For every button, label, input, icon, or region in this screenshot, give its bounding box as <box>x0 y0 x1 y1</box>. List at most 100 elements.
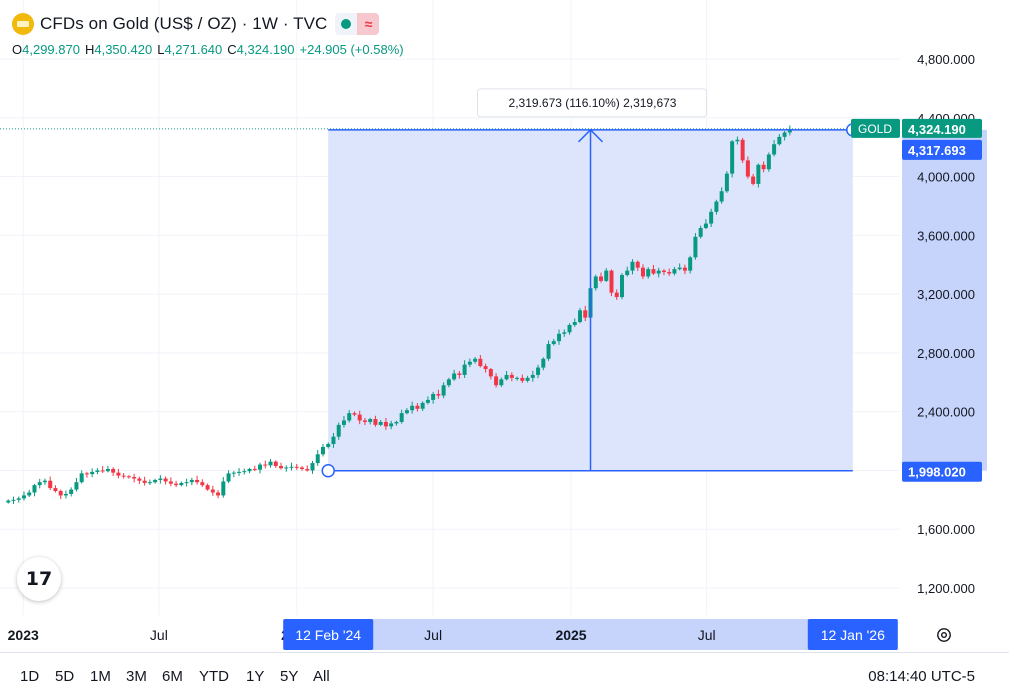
candle-body <box>483 366 488 370</box>
candle-body <box>745 160 750 177</box>
clock-timezone[interactable]: 08:14:40 UTC-5 <box>868 668 975 685</box>
candle-body <box>352 413 357 415</box>
candle-body <box>399 413 404 422</box>
candle-body <box>787 128 792 133</box>
candle-body <box>84 473 89 475</box>
candle-body <box>226 473 231 482</box>
price-tick-label: 4,000.000 <box>917 170 975 185</box>
range-5d-button[interactable]: 5D <box>55 668 75 685</box>
candle-body <box>116 472 121 476</box>
candle-body <box>6 500 11 503</box>
candle-body <box>126 476 131 478</box>
measure-start-handle <box>321 463 335 478</box>
candle-body <box>431 394 436 400</box>
symbol-title[interactable]: CFDs on Gold (US$ / OZ) · 1W · TVC <box>40 14 328 33</box>
price-tick-label: 1,200.000 <box>917 581 975 596</box>
price-chart[interactable]: 1,200.0001,600.0002,000.0002,400.0002,80… <box>0 0 1009 652</box>
series-label-gold: GOLD <box>851 118 900 138</box>
candle-body <box>95 470 100 472</box>
measure-end-price-label: 4,317.693 <box>908 143 966 158</box>
candle-body <box>252 468 257 470</box>
candle-body <box>488 369 493 377</box>
market-status[interactable]: ≈ <box>335 13 380 35</box>
candle-body <box>16 498 21 500</box>
candle-body <box>751 176 756 184</box>
candle-body <box>132 477 137 479</box>
candle-body <box>268 461 273 466</box>
candle-body <box>782 132 787 137</box>
candle-body <box>625 270 630 276</box>
candle-body <box>572 322 577 325</box>
candle-body <box>515 377 520 379</box>
candle-body <box>551 341 556 345</box>
candle-body <box>394 421 399 424</box>
candle-body <box>546 344 551 359</box>
range-1m-button[interactable]: 1M <box>90 668 111 685</box>
candle-body <box>58 491 63 496</box>
settings-gear-icon[interactable] <box>935 626 953 644</box>
candle-body <box>478 358 483 367</box>
wave-icon: ≈ <box>357 13 380 35</box>
candle-body <box>48 480 53 489</box>
candle-body <box>703 223 708 228</box>
candle-body <box>462 364 467 375</box>
candle-body <box>530 374 535 378</box>
candle-body <box>289 466 294 468</box>
candle-body <box>279 466 284 469</box>
measure-end-date-badge: 12 Jan '26 <box>807 619 898 650</box>
candle-body <box>777 136 782 145</box>
candle-body <box>761 164 766 170</box>
measure-end-price-badge: 4,317.693 <box>902 139 982 160</box>
candle-body <box>509 374 514 378</box>
candle-body <box>688 257 693 271</box>
candle-body <box>698 227 703 237</box>
candle-body <box>195 479 200 483</box>
candle-body <box>247 468 252 472</box>
candle-body <box>593 276 598 289</box>
price-tick-label: 3,600.000 <box>917 228 975 243</box>
candle-body <box>756 164 761 184</box>
low-label: L <box>157 42 165 57</box>
candle-body <box>441 385 446 396</box>
candle-body <box>640 267 645 277</box>
candle-body <box>11 499 16 501</box>
measure-tooltip: 2,319.673 (116.10%) 2,319,673 <box>477 88 708 118</box>
range-all-button[interactable]: All <box>313 668 330 685</box>
candle-body <box>520 377 525 381</box>
range-ytd-button[interactable]: YTD <box>199 668 229 685</box>
tradingview-logo[interactable]: 17 <box>17 557 61 601</box>
range-1d-button[interactable]: 1D <box>20 668 40 685</box>
candle-body <box>772 144 777 155</box>
candle-body <box>609 270 614 293</box>
range-1y-button[interactable]: 1Y <box>246 668 265 685</box>
range-3m-button[interactable]: 3M <box>126 668 147 685</box>
candle-body <box>682 267 687 271</box>
measure-start-date-badge: 12 Feb '24 <box>283 619 374 650</box>
candle-body <box>284 467 289 469</box>
measure-start-price-label: 1,998.020 <box>908 465 966 480</box>
candle-body <box>305 468 310 471</box>
range-5y-button[interactable]: 5Y <box>280 668 299 685</box>
range-6m-button[interactable]: 6M <box>162 668 183 685</box>
candle-body <box>341 420 346 425</box>
candle-body <box>583 310 588 318</box>
close-value: 4,324.190 <box>236 42 295 57</box>
candle-body <box>724 173 729 192</box>
candle-body <box>740 139 745 161</box>
measure-axis-band <box>902 129 987 471</box>
candle-body <box>37 482 42 486</box>
low-value: 4,271.640 <box>164 42 223 57</box>
candle-body <box>536 367 541 375</box>
candle-body <box>184 482 189 484</box>
measure-arrow-head <box>577 128 604 143</box>
candle-body <box>378 421 383 425</box>
measure-time-band <box>283 619 898 650</box>
price-tick-label: 2,400.000 <box>917 405 975 420</box>
price-tick-label: 4,800.000 <box>917 52 975 67</box>
candle-body <box>74 482 79 490</box>
high-label: H <box>84 42 95 57</box>
change-value: +24.905 (+0.58%) <box>299 42 404 57</box>
candle-body <box>216 492 221 496</box>
measure-end-date-label: 12 Jan '26 <box>821 627 885 643</box>
candle-body <box>326 443 331 447</box>
